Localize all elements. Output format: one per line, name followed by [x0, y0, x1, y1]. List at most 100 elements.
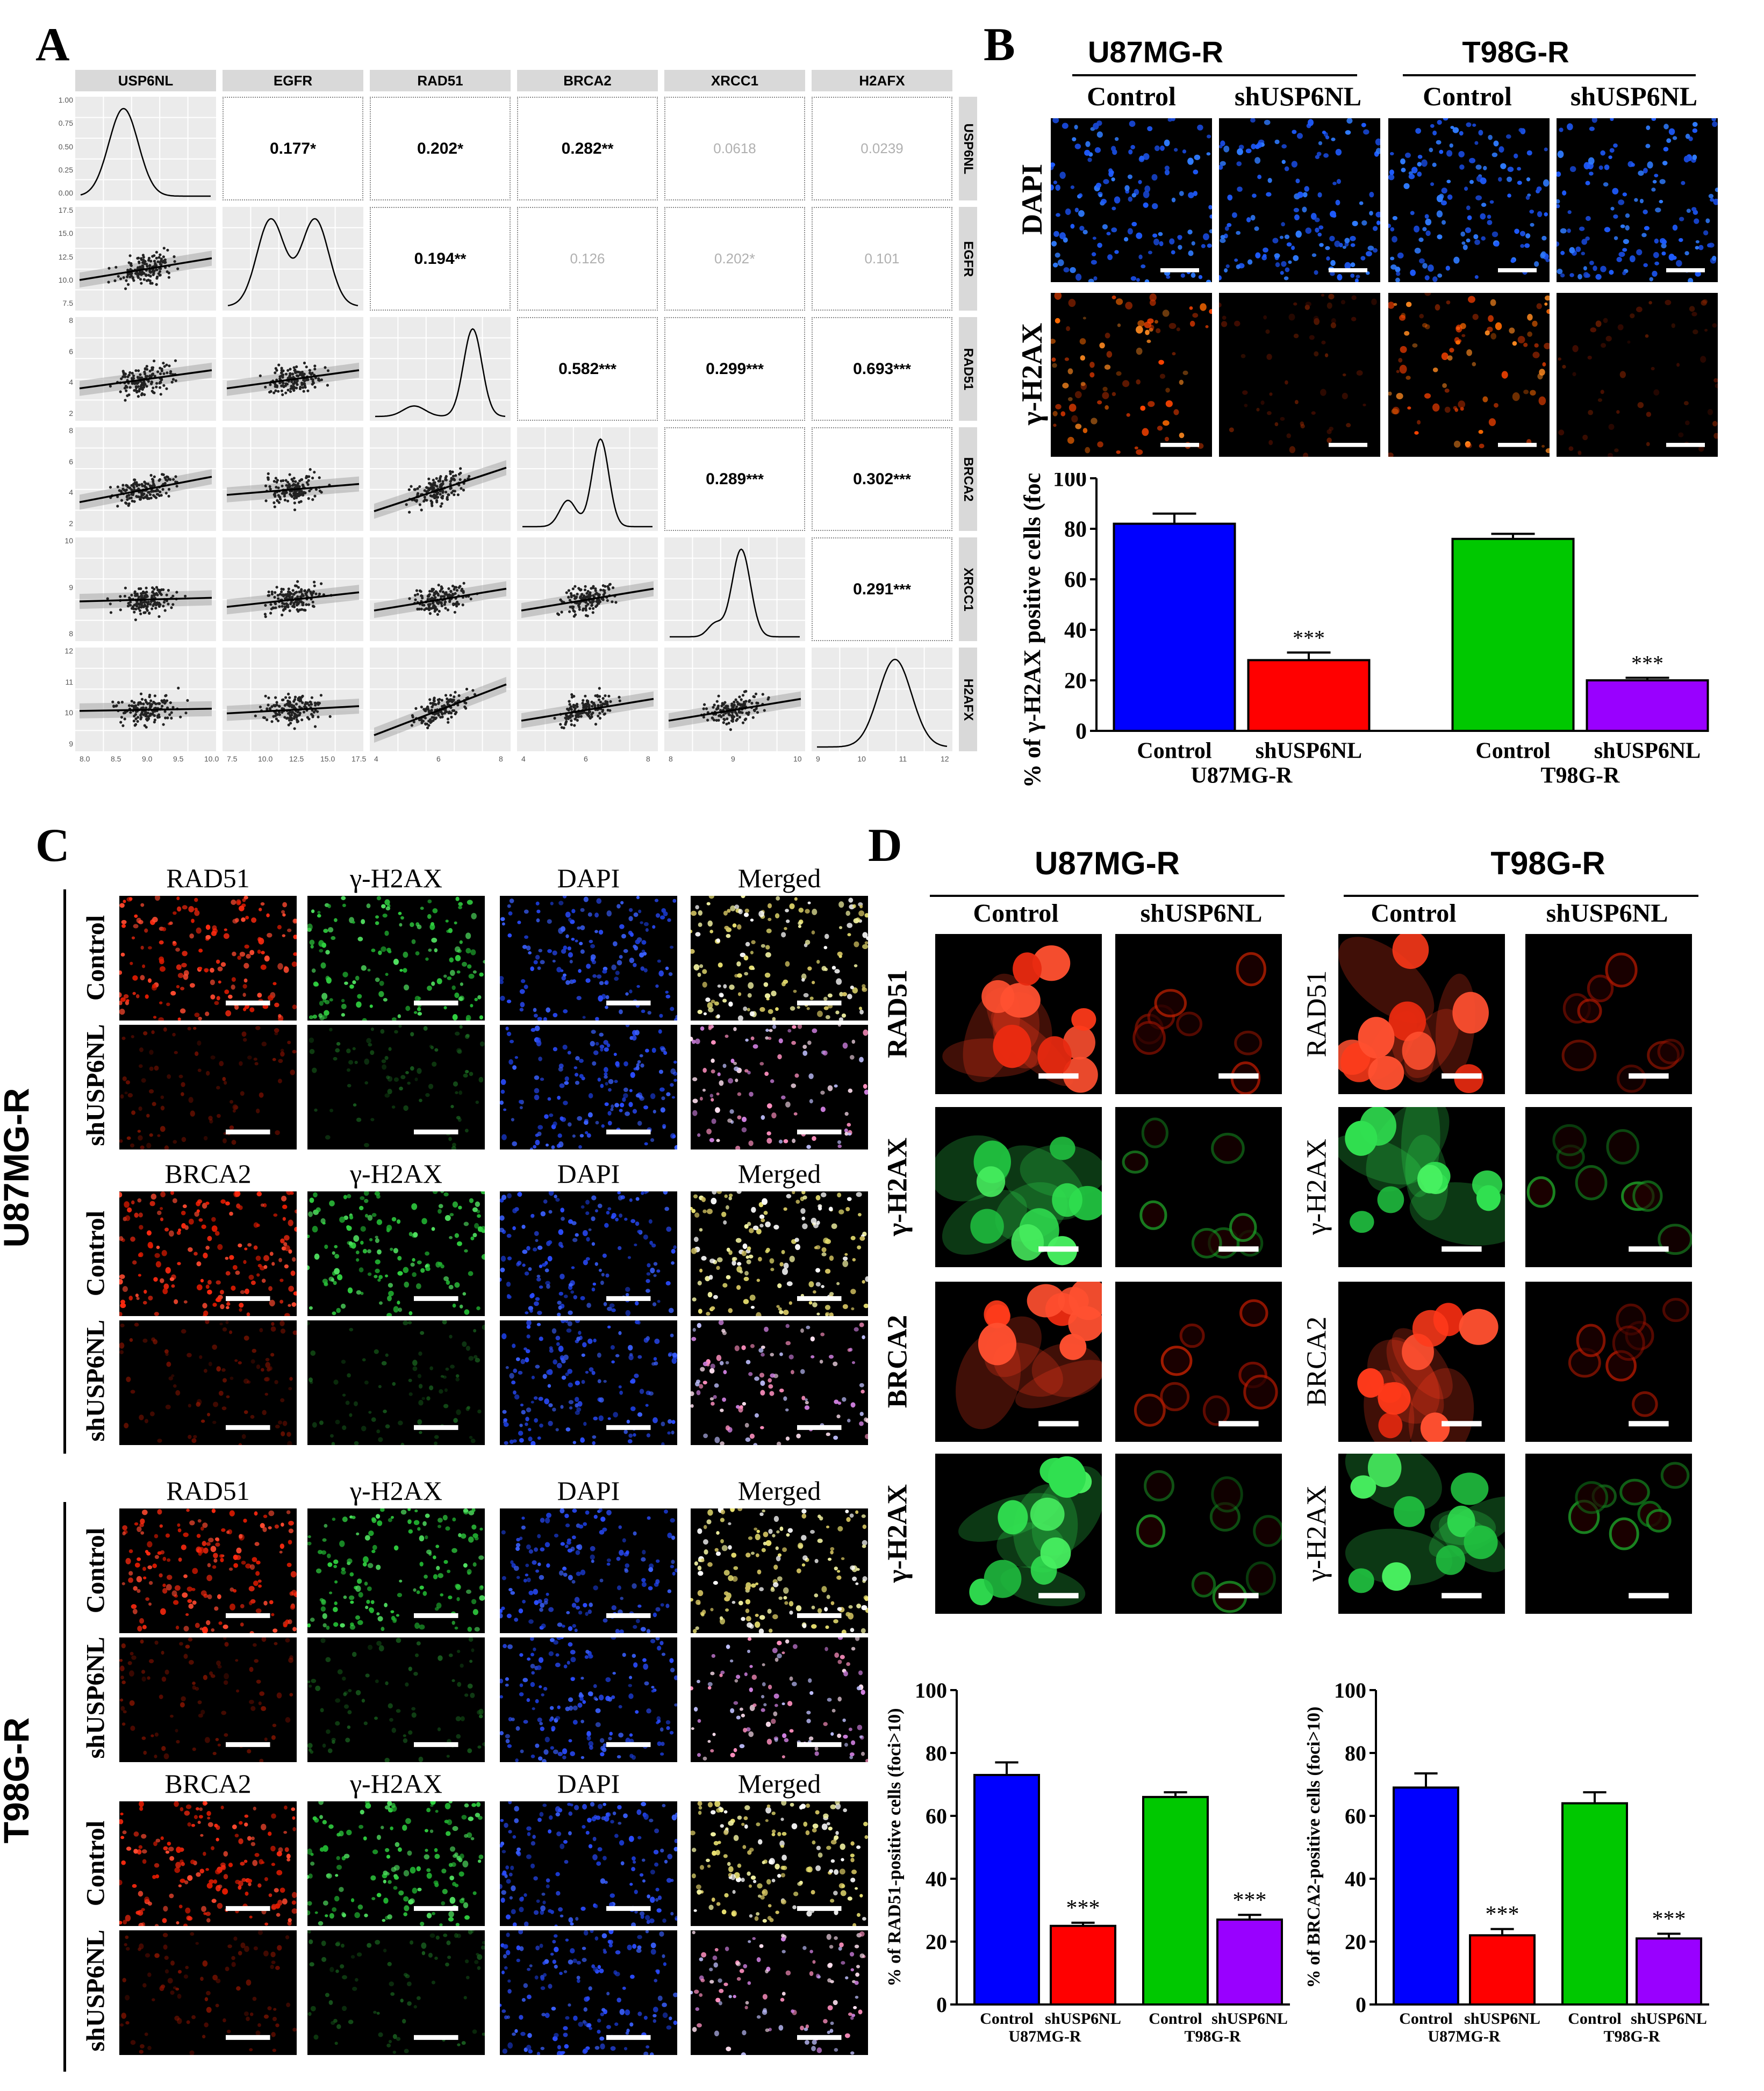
scatter-point [300, 718, 304, 722]
cell-nucleus [1146, 339, 1151, 343]
cell-nucleus [229, 1125, 234, 1130]
cell-nucleus [1165, 387, 1170, 393]
cell-nucleus [636, 896, 640, 900]
cell-nucleus [477, 1226, 483, 1231]
cell-nucleus [1526, 150, 1532, 156]
scatter-point [307, 589, 310, 592]
cell-nucleus [635, 1066, 640, 1071]
scatter-point [444, 475, 448, 478]
cell-nucleus [231, 899, 236, 906]
cell-nucleus [1493, 140, 1499, 147]
y-tick-label: 20 [1064, 669, 1087, 694]
scatter-point [269, 603, 273, 606]
scatter-point [428, 698, 432, 701]
scatter-point [142, 497, 145, 500]
cell-nucleus [385, 906, 391, 911]
cell-nucleus [249, 1007, 255, 1012]
cell-nucleus [160, 1217, 164, 1221]
cell-nucleus [1180, 273, 1185, 278]
cell-nucleus [253, 1057, 257, 1061]
cell-nucleus [645, 1048, 649, 1053]
scatter-point [296, 580, 299, 583]
cell-nucleus [198, 1218, 203, 1222]
density-cell [75, 97, 216, 200]
scatter-point [313, 494, 317, 498]
scatter-point [592, 607, 595, 610]
cell-nucleus [1488, 134, 1493, 140]
cell-nucleus [454, 946, 461, 952]
scatter-point [159, 367, 162, 370]
scatter-point [128, 386, 132, 389]
cell-nucleus [388, 950, 392, 953]
cell-nucleus [1545, 448, 1550, 454]
scatter-point [147, 256, 151, 260]
scatter-point [309, 701, 312, 704]
cell-nucleus [722, 1283, 728, 1288]
cell-nucleus [837, 1144, 842, 1148]
cell-nucleus [1060, 411, 1066, 416]
cell-nucleus [633, 962, 637, 967]
scatter-point [292, 477, 296, 480]
cell-nucleus [519, 1008, 524, 1012]
matrix-x-tick: 8.5 [111, 755, 121, 763]
cell-nucleus [1236, 264, 1240, 269]
category-label: Control [1475, 738, 1550, 763]
scatter-point [293, 712, 296, 715]
cell-nucleus [1222, 315, 1227, 320]
cell-nucleus [1267, 177, 1272, 183]
scatter-plot [75, 207, 216, 311]
cell-nucleus [403, 1267, 409, 1273]
cell-nucleus [1342, 392, 1348, 400]
scatter-cell [517, 648, 658, 751]
scatter-point [570, 719, 573, 722]
regression-line [374, 466, 507, 512]
cell-nucleus [155, 1261, 161, 1268]
cell-nucleus [732, 1260, 736, 1266]
scatter-point [586, 702, 590, 705]
cell-nucleus [1057, 259, 1064, 267]
cell-nucleus [1421, 159, 1428, 167]
scatter-point [435, 608, 439, 611]
scatter-point [594, 589, 597, 592]
cell-nucleus [791, 1040, 797, 1045]
scatter-point [150, 368, 154, 371]
scatter-point [326, 369, 330, 372]
cell-nucleus [512, 1208, 518, 1213]
scatter-point [135, 707, 138, 710]
scatter-point [153, 721, 156, 724]
cell-nucleus [1321, 293, 1325, 297]
cell-nucleus [147, 1241, 153, 1248]
regression-line [226, 591, 360, 608]
scatter-point [565, 591, 568, 594]
cell-nucleus [778, 1307, 782, 1311]
cell-nucleus [501, 1134, 507, 1140]
cell-nucleus [1314, 351, 1319, 357]
scatter-point [135, 605, 139, 608]
cell-nucleus [665, 990, 669, 994]
cell-nucleus [131, 936, 135, 940]
scatter-point [276, 479, 279, 482]
cell-nucleus [1070, 267, 1076, 274]
scatter-point [426, 726, 429, 729]
scatter-point [282, 698, 285, 701]
cell-nucleus [847, 1197, 852, 1202]
cell-nucleus [1446, 179, 1451, 184]
scatter-point [145, 586, 148, 590]
cell-nucleus [1290, 246, 1295, 250]
cell-nucleus [1401, 168, 1406, 173]
cell-nucleus [152, 1102, 156, 1106]
cell-nucleus [552, 950, 557, 955]
scatter-point [435, 485, 439, 488]
cell-nucleus [1350, 273, 1355, 278]
scatter-point [264, 694, 267, 698]
scatter-point [274, 371, 277, 375]
cell-nucleus [353, 1235, 360, 1242]
scatter-point [267, 590, 270, 593]
cell-nucleus [143, 1031, 148, 1036]
cell-nucleus [1392, 216, 1398, 220]
scatter-point [717, 718, 720, 722]
cell-nucleus [311, 968, 316, 973]
significance-stars: * [310, 140, 316, 157]
cell-nucleus [1325, 246, 1330, 250]
cell-nucleus [1560, 228, 1567, 234]
